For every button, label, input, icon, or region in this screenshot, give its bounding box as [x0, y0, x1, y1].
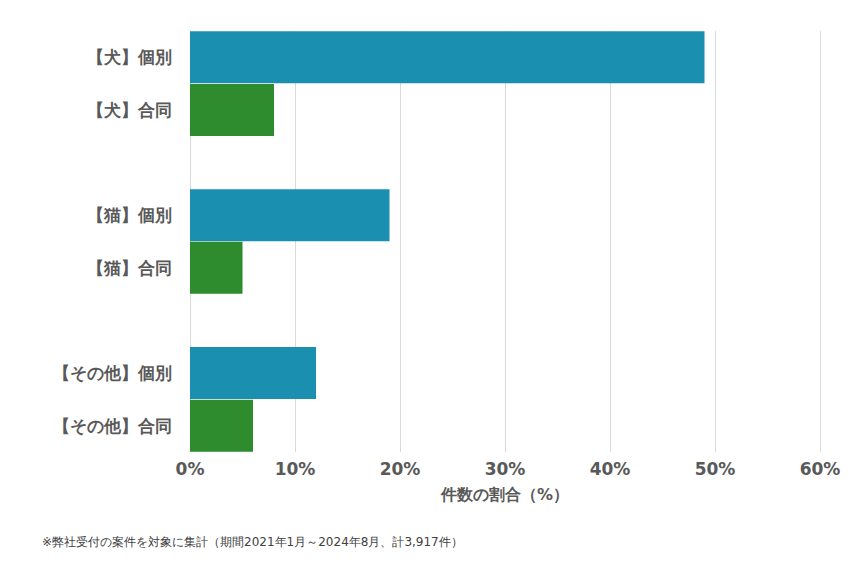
svg-text:件数の割合（%）: 件数の割合（%）	[440, 485, 569, 504]
svg-text:【猫】個別: 【猫】個別	[87, 205, 172, 225]
svg-text:【犬】個別: 【犬】個別	[87, 47, 172, 67]
svg-text:0%: 0%	[176, 459, 205, 479]
svg-text:【その他】合同: 【その他】合同	[53, 416, 172, 436]
svg-text:【その他】個別: 【その他】個別	[53, 363, 172, 383]
svg-text:【猫】合同: 【猫】合同	[87, 258, 172, 278]
svg-text:【犬】合同: 【犬】合同	[87, 100, 172, 120]
svg-text:10%: 10%	[275, 459, 316, 479]
svg-text:30%: 30%	[485, 459, 526, 479]
svg-text:20%: 20%	[380, 459, 421, 479]
svg-text:60%: 60%	[800, 459, 841, 479]
svg-text:40%: 40%	[590, 459, 631, 479]
svg-text:50%: 50%	[695, 459, 736, 479]
svg-text:※弊社受付の案件を対象に集計（期間2021年1月～2024年: ※弊社受付の案件を対象に集計（期間2021年1月～2024年8月、計3,917件…	[42, 535, 463, 549]
